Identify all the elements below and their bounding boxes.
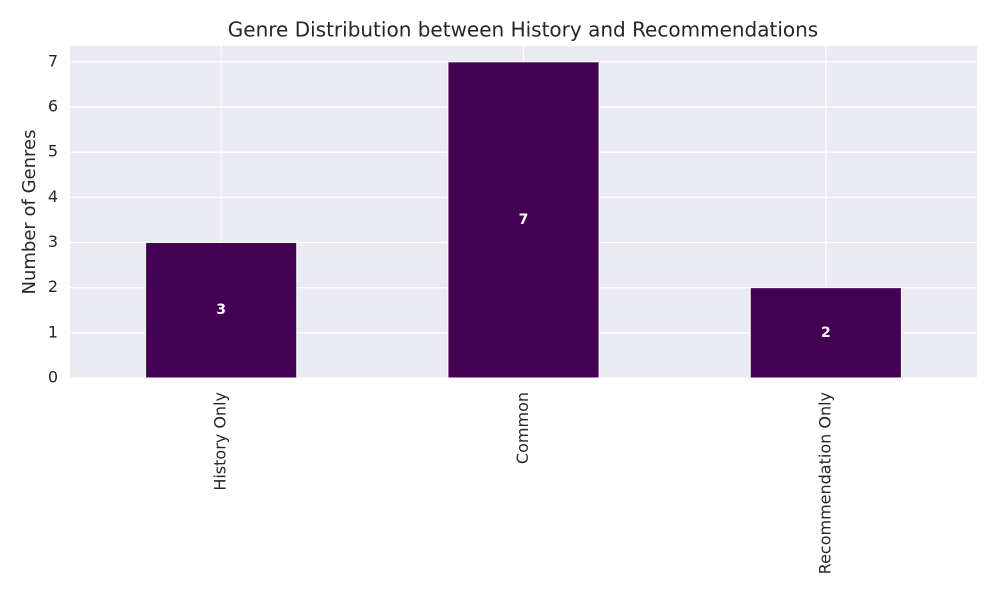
y-tick-label: 6 (48, 96, 58, 115)
y-tick-label: 5 (48, 142, 58, 161)
y-axis-label: Number of Genres (19, 130, 40, 295)
x-tick-label: Recommendation Only (815, 392, 834, 574)
bar (749, 287, 902, 379)
y-tick-label: 3 (48, 232, 58, 251)
data-label: 2 (821, 325, 831, 341)
bar (145, 241, 298, 379)
x-tick-label: Common (513, 392, 532, 464)
chart-title: Genre Distribution between History and R… (228, 18, 818, 42)
y-tick-label: 2 (48, 277, 58, 296)
y-tick-label: 4 (48, 187, 58, 206)
y-tick-label: 0 (48, 368, 58, 387)
data-label: 7 (519, 212, 529, 228)
y-tick-label: 1 (48, 322, 58, 341)
bar (447, 61, 600, 379)
data-label: 3 (216, 302, 226, 318)
y-tick-label: 7 (48, 51, 58, 70)
x-tick-label: History Only (211, 392, 230, 491)
